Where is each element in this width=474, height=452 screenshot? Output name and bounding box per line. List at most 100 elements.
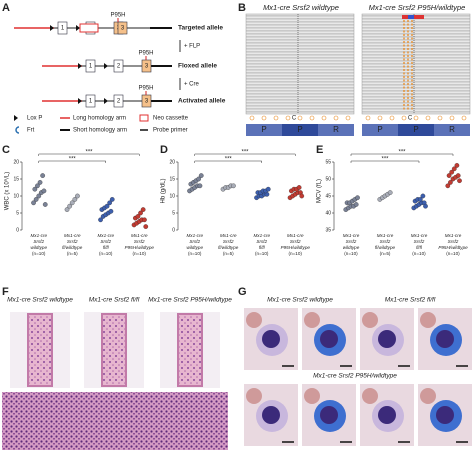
- nucleus: [436, 406, 454, 424]
- x-tick-label: Mx1-cre: [97, 233, 114, 238]
- legend-swatch: [15, 126, 20, 134]
- data-point: [355, 195, 360, 201]
- legend-label: Lox P: [27, 116, 42, 122]
- data-point: [42, 202, 48, 207]
- legend-label: Long homology arm: [73, 116, 126, 122]
- mutation-label: P95H: [138, 51, 153, 57]
- base: [365, 115, 371, 121]
- allele-label: Floxed allele: [178, 63, 217, 70]
- data-point: [143, 224, 149, 229]
- igv-title: Mx1-cre Srsf2 P95H/wildtype: [369, 3, 466, 12]
- exon: [57, 21, 68, 35]
- exon-number: 1: [61, 26, 65, 32]
- mutation-label: P95H: [110, 13, 125, 19]
- y-tick-label: 55: [325, 159, 331, 165]
- y-axis-label: Hb (g/dL): [161, 178, 167, 203]
- data-point: [446, 173, 452, 178]
- codon-box: [362, 124, 398, 136]
- lox-p: [78, 98, 82, 104]
- base: [273, 115, 279, 121]
- lox-p: [50, 25, 54, 31]
- y-tick-label: 0: [16, 227, 19, 233]
- lox-p: [78, 63, 82, 69]
- panel-label: G: [238, 286, 247, 298]
- panel-label: D: [160, 144, 168, 156]
- x-tick-label: Mx1-cre: [220, 233, 237, 238]
- y-tick-label: 45: [325, 193, 331, 199]
- base: [449, 115, 455, 121]
- panel-f-title: Mx1-cre Srsf2 P95H/wildtype: [148, 297, 232, 304]
- data-point: [296, 185, 302, 190]
- x-tick-label: wildtype: [30, 245, 47, 250]
- significance-label: ***: [69, 157, 77, 163]
- panel-label: F: [2, 286, 9, 298]
- base: [333, 115, 339, 121]
- bone-tissue: [27, 313, 53, 387]
- significance-label: ***: [398, 150, 406, 156]
- base: [461, 115, 467, 121]
- data-point: [107, 200, 113, 206]
- bone-tissue: [101, 313, 127, 387]
- exon: [113, 94, 124, 108]
- significance-bracket: [38, 160, 106, 163]
- exon: [85, 59, 96, 73]
- x-tick-label: Srsf2: [189, 239, 200, 244]
- y-tick-label: 40: [325, 210, 331, 216]
- data-point: [454, 163, 460, 168]
- exon-number: 3: [145, 99, 149, 105]
- x-tick-label: P95H/wildtype: [438, 245, 468, 250]
- x-tick-label: Srsf2: [256, 239, 267, 244]
- nucleus: [320, 330, 338, 348]
- x-tick-label: Srsf2: [100, 239, 111, 244]
- y-tick-label: 15: [13, 176, 19, 182]
- x-tick-label: wildtype: [186, 245, 203, 250]
- rbc: [420, 312, 436, 328]
- data-point: [448, 180, 453, 185]
- significance-label: ***: [225, 157, 233, 163]
- marrow-zoom: [152, 392, 228, 450]
- exon-number: 3: [145, 64, 149, 70]
- exon: [113, 59, 124, 73]
- data-point: [353, 202, 359, 207]
- significance-bracket: [350, 160, 420, 163]
- x-tick-label: fl/wildtype: [218, 245, 239, 250]
- codon-box: [246, 124, 282, 136]
- base: [321, 115, 327, 121]
- rbc: [246, 312, 262, 328]
- step-label: + Cre: [184, 82, 200, 88]
- neo-cassette: [79, 23, 99, 33]
- base: [413, 115, 419, 121]
- significance-label: ***: [241, 150, 249, 156]
- nucleus: [262, 406, 280, 424]
- data-point: [387, 190, 393, 195]
- panel-label: B: [238, 2, 246, 14]
- nucleus: [262, 330, 280, 348]
- base: [285, 115, 291, 121]
- x-tick-label: P95H/wildtype: [125, 245, 155, 250]
- data-point: [445, 183, 451, 189]
- data-point: [451, 166, 457, 172]
- marrow-zoom: [76, 392, 152, 450]
- data-point: [72, 197, 78, 202]
- data-point: [420, 193, 426, 199]
- significance-label: ***: [381, 157, 389, 163]
- data-point: [198, 173, 204, 178]
- data-point: [265, 186, 271, 192]
- x-tick-label: Srsf2: [33, 239, 44, 244]
- significance-label: ***: [85, 150, 93, 156]
- data-point: [37, 180, 43, 185]
- exon-number: 2: [117, 64, 121, 70]
- mutant-base: C: [408, 116, 413, 122]
- marrow-zoom: [2, 392, 78, 450]
- y-tick-label: 10: [169, 193, 175, 199]
- igv-reads: [245, 13, 355, 115]
- x-tick-label: (n=5): [67, 251, 78, 256]
- lox-p: [76, 25, 80, 31]
- rbc: [362, 388, 378, 404]
- data-point: [41, 188, 47, 194]
- base: [425, 115, 431, 121]
- codon-label: P: [261, 125, 266, 134]
- exon-number: 1: [89, 99, 93, 105]
- exon-number: 3: [121, 26, 125, 32]
